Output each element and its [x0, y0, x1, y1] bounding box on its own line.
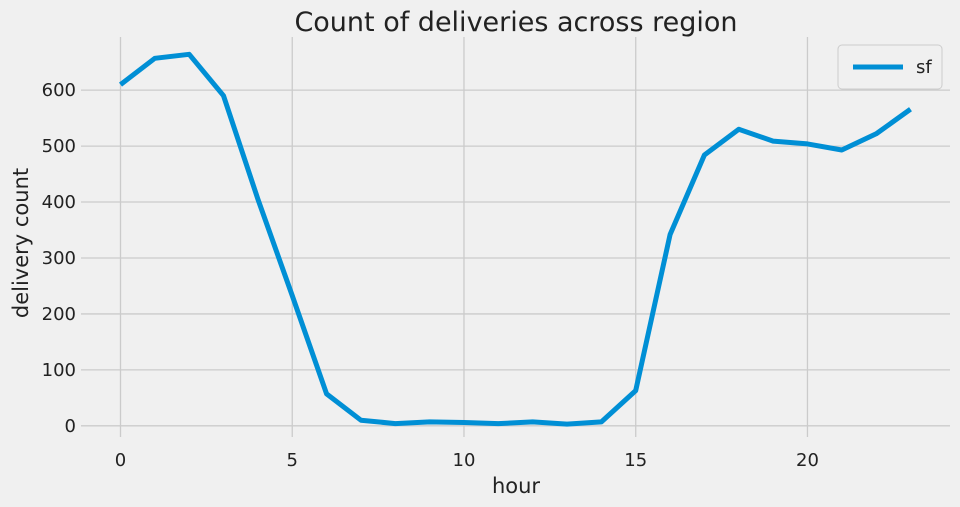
y-tick-label: 200: [42, 304, 76, 325]
x-tick-label: 5: [287, 450, 298, 471]
y-tick-label: 500: [42, 136, 76, 157]
y-axis-ticks: 0 100 200 300 400 500 600: [42, 80, 76, 437]
legend: sf: [837, 44, 943, 90]
y-tick-label: 100: [42, 360, 76, 381]
x-tick-label: 20: [796, 450, 819, 471]
x-axis-label: hour: [492, 474, 540, 498]
chart-title: Count of deliveries across region: [294, 7, 737, 38]
y-tick-label: 400: [42, 192, 76, 213]
x-tick-label: 10: [453, 450, 476, 471]
y-tick-label: 0: [65, 416, 76, 437]
x-tick-label: 15: [624, 450, 647, 471]
series-line-sf: [118, 51, 912, 427]
y-tick-label: 300: [42, 248, 76, 269]
x-axis-ticks: 0 5 10 15 20: [115, 450, 819, 471]
grid: [81, 37, 950, 437]
series-layer: [118, 51, 912, 427]
x-tick-label: 0: [115, 450, 126, 471]
y-tick-label: 600: [42, 80, 76, 101]
y-axis-label: delivery count: [9, 168, 33, 318]
legend-label-sf: sf: [916, 57, 932, 78]
